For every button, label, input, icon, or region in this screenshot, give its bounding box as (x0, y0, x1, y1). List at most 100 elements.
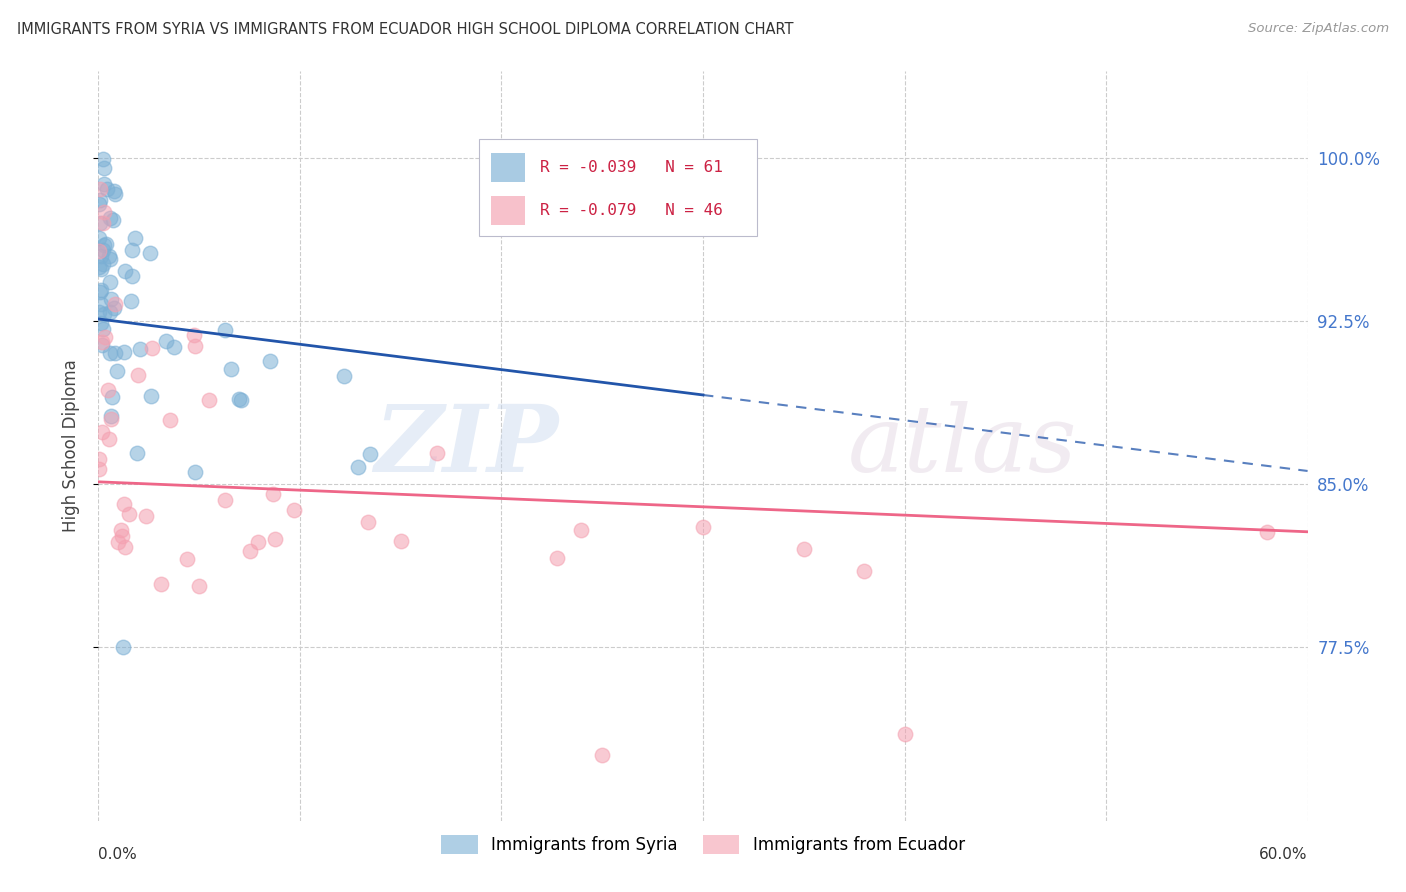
Point (98, 249, 121, 263)
Point (111, 640, 134, 654)
Point (214, 493, 236, 508)
Text: ZIP: ZIP (374, 401, 558, 491)
Text: Source: ZipAtlas.com: Source: ZipAtlas.com (1249, 22, 1389, 36)
Point (187, 579, 209, 593)
Point (104, 296, 127, 310)
Point (90, 261, 112, 276)
Point (135, 508, 157, 523)
Point (90, 316, 112, 330)
Point (198, 393, 221, 408)
Point (125, 445, 148, 459)
Point (100, 409, 122, 424)
Point (97, 432, 120, 446)
Point (120, 294, 142, 309)
Point (793, 542, 815, 557)
Point (93, 204, 115, 219)
Point (112, 345, 135, 359)
Point (692, 520, 714, 534)
Point (90, 284, 112, 298)
Point (112, 497, 135, 511)
Point (89, 285, 111, 299)
Point (91, 244, 114, 258)
Point (121, 269, 143, 284)
Point (359, 447, 381, 461)
Point (283, 503, 305, 517)
Point (89, 461, 111, 475)
Point (219, 362, 242, 376)
Point (94, 330, 117, 344)
Point (104, 345, 127, 359)
Point (90, 338, 112, 352)
Point (176, 551, 198, 566)
Point (357, 515, 380, 529)
Point (101, 390, 124, 404)
Point (159, 413, 181, 427)
Point (124, 231, 146, 245)
Point (94, 237, 117, 252)
Point (103, 301, 125, 316)
Point (103, 184, 125, 198)
Point (247, 535, 270, 549)
Point (89, 244, 111, 258)
Point (110, 523, 132, 537)
Point (100, 412, 122, 426)
Point (347, 460, 370, 475)
Text: R = -0.039   N = 61: R = -0.039 N = 61 (540, 160, 723, 175)
Point (546, 551, 568, 566)
Point (262, 487, 284, 501)
Point (91, 152, 114, 166)
Point (107, 535, 129, 549)
Point (98, 275, 121, 289)
Point (96, 182, 118, 196)
Point (118, 508, 141, 522)
Point (89, 193, 111, 207)
Point (111, 528, 134, 542)
Text: 0.0%: 0.0% (98, 847, 138, 862)
Point (259, 354, 281, 368)
Point (569, 523, 592, 537)
Point (93, 178, 115, 192)
Point (91, 321, 114, 335)
Point (229, 393, 252, 408)
Point (128, 342, 150, 356)
Point (98, 252, 121, 267)
Point (89, 216, 111, 230)
Point (89, 181, 111, 195)
Point (139, 246, 162, 260)
Point (183, 328, 205, 343)
Point (104, 186, 127, 201)
Point (98, 345, 121, 359)
Point (141, 341, 163, 355)
Point (893, 727, 915, 741)
Text: R = -0.079   N = 46: R = -0.079 N = 46 (540, 202, 723, 218)
Point (853, 564, 876, 578)
Point (91, 216, 114, 230)
Point (103, 212, 125, 227)
Point (263, 532, 285, 546)
Point (90, 249, 112, 263)
Point (332, 369, 354, 384)
Point (93, 307, 115, 321)
Point (184, 465, 207, 479)
Text: 60.0%: 60.0% (1260, 847, 1308, 862)
Point (214, 323, 236, 337)
Point (90, 297, 112, 311)
Point (389, 534, 412, 549)
Point (139, 389, 162, 403)
Point (114, 264, 136, 278)
Point (105, 364, 128, 378)
Bar (492, 196, 526, 225)
Point (87, 451, 110, 466)
Text: IMMIGRANTS FROM SYRIA VS IMMIGRANTS FROM ECUADOR HIGH SCHOOL DIPLOMA CORRELATION: IMMIGRANTS FROM SYRIA VS IMMIGRANTS FROM… (17, 22, 793, 37)
Point (90, 425, 112, 439)
Point (150, 577, 173, 591)
Point (91, 335, 114, 350)
Text: atlas: atlas (848, 401, 1077, 491)
Point (97, 383, 120, 397)
Point (1256, 524, 1278, 539)
Point (155, 334, 177, 348)
Point (591, 748, 613, 763)
Point (228, 392, 250, 406)
Point (239, 544, 262, 558)
Point (163, 340, 186, 354)
